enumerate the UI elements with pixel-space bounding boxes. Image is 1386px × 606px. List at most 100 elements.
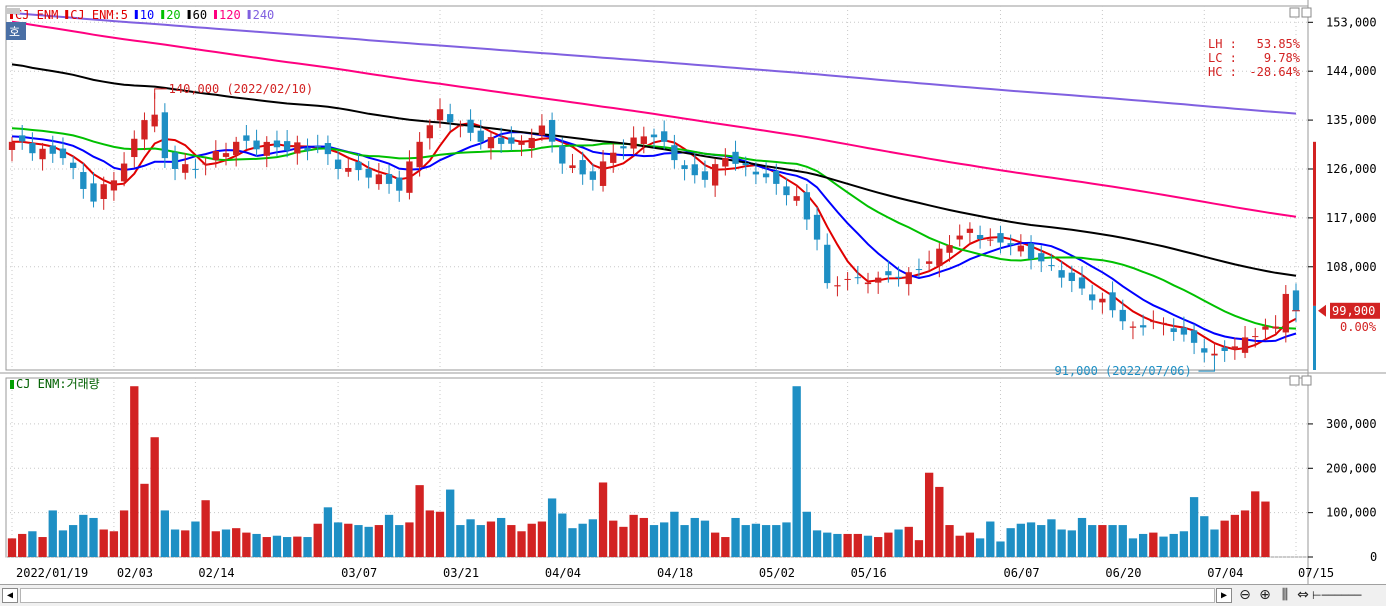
legend-label: 20 — [166, 8, 180, 22]
volume-bar — [1240, 510, 1250, 557]
volume-bar — [293, 536, 302, 557]
volume-bar — [395, 525, 404, 557]
candle-body — [202, 163, 209, 165]
bar-count-icon[interactable]: ⫼ — [1281, 587, 1289, 603]
candle-body — [1017, 245, 1025, 252]
candle-body — [467, 119, 474, 133]
x-tick-label: 05/16 — [851, 566, 887, 580]
slider-icon[interactable]: ⊢────── — [1312, 589, 1362, 602]
horizontal-scrollbar[interactable]: ◀ ▶ ⊖ ⊕ ⫼ ⇔ ⊢────── — [0, 584, 1386, 606]
volume-title: CJ ENM:거래량 — [16, 377, 100, 391]
candle-body — [1119, 309, 1126, 322]
volume-bar — [1057, 529, 1066, 557]
candle-body — [1170, 328, 1177, 332]
price-tick-label: 108,000 — [1326, 260, 1377, 274]
candle-body — [752, 171, 760, 175]
volume-bar — [649, 525, 659, 557]
candle-body — [569, 165, 576, 168]
legend-label: CJ ENM:5 — [70, 8, 128, 22]
volume-bar — [1149, 532, 1158, 557]
volume-bar — [945, 525, 954, 557]
range-bar-up — [1313, 141, 1316, 306]
panel-window-button — [1301, 375, 1312, 386]
volume-bar — [1067, 530, 1076, 557]
candle-body — [304, 147, 311, 151]
volume-bar — [1037, 525, 1046, 557]
volume-bar — [119, 510, 129, 557]
high-annotation-leader — [154, 88, 167, 99]
price-tick-label: 153,000 — [1326, 15, 1377, 29]
candle-body — [243, 135, 250, 141]
candle-body — [1180, 327, 1188, 335]
candle-body — [110, 180, 118, 191]
candle-body — [1221, 347, 1228, 351]
fit-icon[interactable]: ⇔ — [1297, 587, 1309, 603]
volume-bar — [456, 525, 465, 557]
volume-bar — [232, 528, 241, 557]
price-tick-label: 135,000 — [1326, 113, 1377, 127]
scroll-left-icon[interactable]: ◀ — [2, 588, 18, 603]
candle-body — [946, 245, 953, 253]
volume-bar — [1169, 533, 1178, 557]
volume-bar — [333, 522, 343, 557]
zoom-out-icon[interactable]: ⊖ — [1239, 587, 1251, 603]
volume-bar — [344, 523, 353, 557]
candle-body — [1007, 243, 1014, 246]
volume-bar — [1118, 525, 1127, 557]
candle-body — [508, 137, 515, 144]
volume-bar — [1251, 491, 1260, 557]
candle-body — [171, 152, 179, 169]
volume-bar — [1200, 516, 1209, 557]
volume-bar — [1108, 525, 1117, 557]
candle-body — [559, 145, 566, 164]
volume-bar — [466, 519, 475, 557]
volume-bar — [517, 531, 526, 557]
corner-tag: 호 — [9, 25, 20, 39]
volume-bar — [425, 510, 434, 557]
chart-canvas[interactable]: 153,000 144,000 135,000 126,000 117,000 108,0… — [0, 0, 1386, 584]
zoom-in-icon[interactable]: ⊕ — [1259, 587, 1271, 603]
candle-body — [518, 141, 525, 145]
candle-body — [120, 163, 128, 182]
candle-body — [1038, 253, 1045, 262]
scroll-right-icon[interactable]: ▶ — [1216, 588, 1232, 603]
volume-bar — [721, 537, 730, 557]
candle-body — [497, 137, 505, 144]
volume-bar — [884, 532, 893, 557]
stat-value: -28.64% — [1249, 65, 1300, 79]
candle-body — [834, 285, 841, 287]
x-tick-label: 05/02 — [759, 566, 795, 580]
candle-body — [477, 130, 484, 142]
volume-bar — [252, 533, 261, 557]
candle-body — [630, 137, 637, 149]
volume-bar — [598, 482, 608, 557]
candle-body — [8, 141, 16, 150]
candle-body — [334, 159, 342, 169]
scroll-track[interactable] — [20, 588, 1215, 603]
volume-bar — [700, 520, 710, 557]
volume-bar — [181, 530, 190, 557]
candle-body — [762, 173, 770, 178]
volume-bar — [547, 498, 557, 557]
legend-swatch — [214, 10, 217, 19]
volume-bar — [89, 517, 98, 557]
candle-body — [80, 172, 87, 189]
volume-bar — [415, 485, 424, 557]
candle-body — [1078, 277, 1086, 289]
ma-line-240 — [11, 12, 1297, 115]
volume-bar — [221, 529, 231, 557]
volume-bar — [109, 531, 119, 557]
stat-label: HC : — [1208, 65, 1237, 79]
candle-body — [39, 148, 46, 160]
candle-body — [345, 167, 352, 172]
volume-bar — [1077, 517, 1087, 557]
candle-body — [528, 137, 535, 149]
volume-bar — [863, 535, 873, 557]
volume-bar — [996, 541, 1005, 557]
volume-bar — [965, 532, 975, 557]
candle-body — [416, 141, 423, 168]
volume-bar — [772, 525, 781, 557]
volume-bar — [986, 521, 995, 557]
candle-body — [1211, 353, 1218, 356]
